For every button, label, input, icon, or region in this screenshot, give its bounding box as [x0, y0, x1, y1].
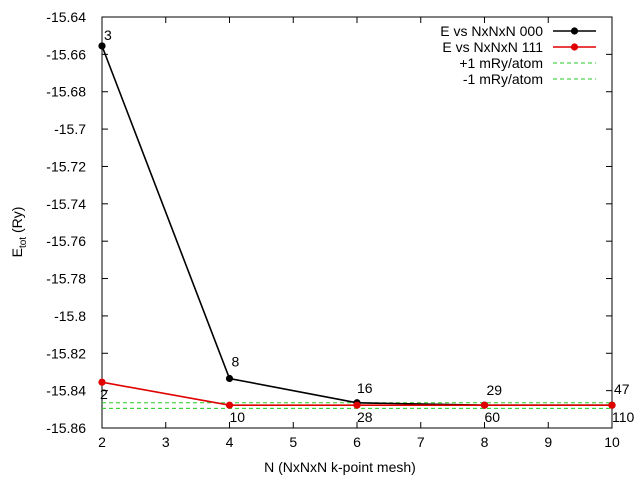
point-label: 110: [612, 409, 635, 425]
y-axis-label-subscript: tot: [18, 237, 29, 248]
data-point: [353, 401, 361, 409]
x-axis-label: N (NxNxN k-point mesh): [264, 459, 416, 475]
legend-marker: [570, 27, 579, 35]
point-label: 60: [485, 409, 501, 425]
point-label: 29: [487, 382, 503, 398]
y-tick-label: -15.68: [46, 84, 86, 100]
x-tick-label: 7: [417, 434, 425, 450]
series-line: [101, 45, 612, 407]
point-labels: 3 8 16 29 47 2 10 28 60 110: [100, 27, 635, 425]
axes: 2 3 4 5 6 7 8 9 10 -15.64 -15.66 -15.68 -15.7 -15.72 -…: [46, 9, 620, 450]
point-label: 28: [357, 409, 373, 425]
y-tick-label: -15.84: [46, 383, 86, 399]
x-tick-label: 5: [289, 434, 297, 450]
legend-label: +1 mRy/atom: [459, 55, 543, 71]
y-axis-label-unit: (Ry): [9, 207, 25, 237]
x-tick-label: 9: [544, 434, 552, 450]
x-tick-label: 10: [604, 434, 620, 450]
legend-marker: [570, 43, 579, 51]
data-point: [225, 401, 234, 409]
data-point: [98, 378, 106, 386]
point-label: 3: [104, 27, 112, 43]
data-point: [480, 401, 489, 409]
point-label: 8: [232, 353, 240, 369]
y-tick-label: -15.76: [46, 233, 86, 249]
legend-label: E vs NxNxN 000: [440, 23, 543, 39]
y-axis-label-main: E: [9, 248, 25, 257]
point-label: 10: [230, 409, 246, 425]
y-tick-label: -15.72: [46, 158, 86, 174]
y-tick-label: -15.8: [54, 308, 86, 324]
legend-label: E vs NxNxN 111: [442, 39, 543, 55]
y-axis-label: Etot (Ry): [9, 207, 29, 258]
y-tick-label: -15.74: [46, 196, 86, 212]
data-point: [98, 42, 106, 50]
y-tick-label: -15.66: [46, 46, 86, 62]
x-tick-label: 2: [98, 434, 106, 450]
y-tick-label: -15.64: [46, 9, 86, 25]
point-label: 16: [357, 380, 373, 396]
y-tick-label: -15.82: [46, 345, 86, 361]
x-tick-label: 3: [162, 434, 170, 450]
point-label: 47: [614, 381, 630, 397]
x-tick-label: 6: [353, 434, 361, 450]
point-label: 2: [100, 386, 108, 402]
x-tick-label: 4: [226, 434, 234, 450]
y-tick-label: -15.86: [46, 420, 86, 436]
x-tick-label: 8: [481, 434, 489, 450]
data-point: [225, 374, 234, 383]
data-point: [608, 401, 616, 409]
y-tick-label: -15.78: [46, 271, 86, 287]
y-tick-label: -15.7: [54, 121, 86, 137]
legend-label: -1 mRy/atom: [463, 71, 543, 87]
plot-area: [98, 42, 616, 409]
